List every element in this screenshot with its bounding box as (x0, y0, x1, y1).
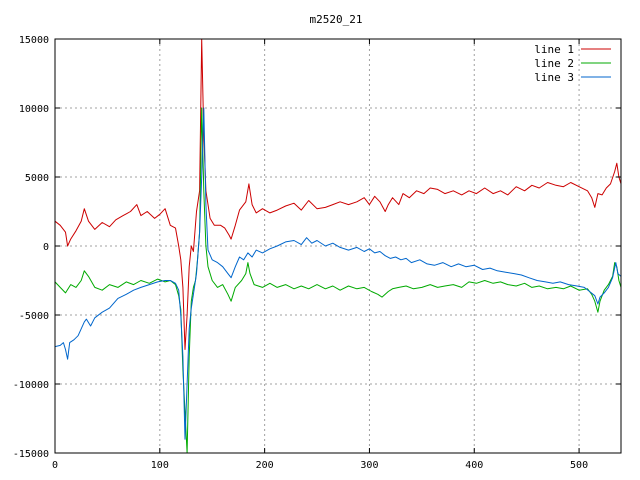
y-tick-label: -10000 (13, 380, 49, 391)
legend-label-3: line 3 (534, 71, 574, 84)
y-tick-label: 0 (43, 242, 49, 253)
x-tick-label: 400 (465, 460, 483, 471)
legend-label-2: line 2 (534, 57, 574, 70)
x-tick-label: 500 (570, 460, 588, 471)
axis-ticks: 0 100 200 300 400 500 -15000 -10000 -5000 0 5000 10… (13, 35, 621, 471)
grid (55, 39, 621, 453)
chart-title: m2520_21 (310, 13, 363, 26)
series-group (55, 39, 621, 453)
y-tick-label: -5000 (19, 311, 49, 322)
legend-label-1: line 1 (534, 43, 574, 56)
x-tick-label: 100 (151, 460, 169, 471)
series-line-3 (55, 107, 621, 440)
y-tick-label: -15000 (13, 449, 49, 460)
y-tick-label: 15000 (19, 35, 49, 46)
y-tick-label: 5000 (25, 173, 49, 184)
x-tick-label: 200 (256, 460, 274, 471)
series-line-1 (55, 39, 621, 350)
x-tick-label: 0 (52, 460, 58, 471)
x-tick-label: 300 (360, 460, 378, 471)
y-tick-label: 10000 (19, 104, 49, 115)
